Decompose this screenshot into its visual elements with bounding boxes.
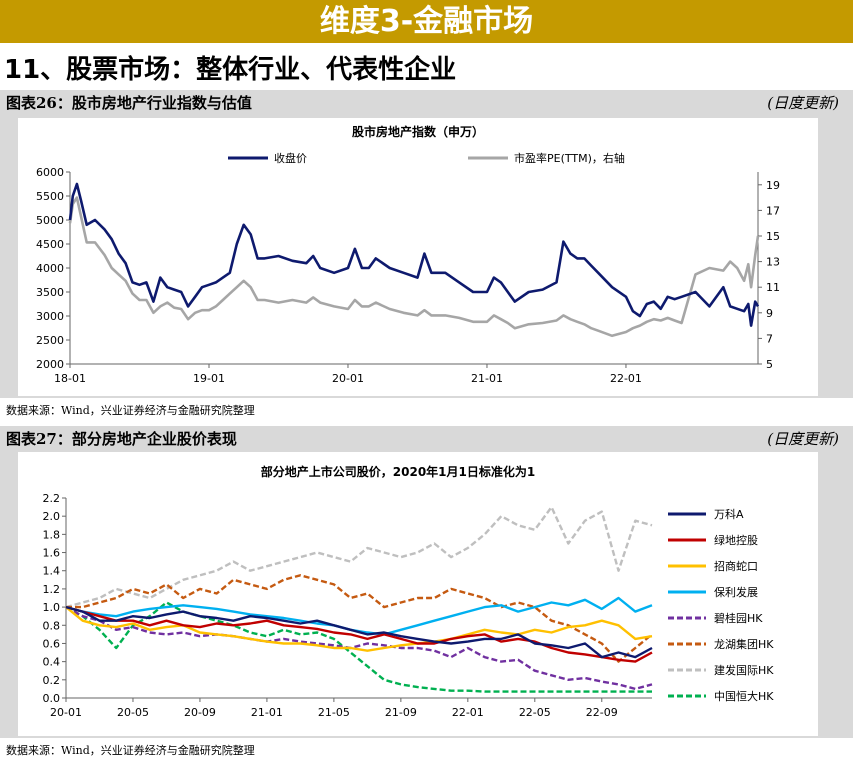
- chart1-legend-label: 市盈率PE(TTM)，右轴: [514, 151, 625, 165]
- section-title: 11、股票市场：整体行业、代表性企业: [4, 55, 457, 85]
- chart1-right-tick-label: 7: [766, 332, 773, 345]
- fig27-caption: 图表27：部分房地产企业股价表现: [6, 430, 237, 448]
- chart1-series-close: [68, 182, 760, 327]
- fig27-frequency: (日度更新): [767, 430, 839, 448]
- chart2-x-tick-label: 22-09: [586, 706, 618, 719]
- chart1-title: 股市房地产指数（申万）: [352, 124, 484, 139]
- chart2-y-tick-label: 1.4: [43, 565, 61, 578]
- chart2-x-tick-label: 20-09: [184, 706, 216, 719]
- chart1-left-tick-label: 6000: [36, 166, 64, 179]
- chart2-legend-label: 绿地控股: [714, 533, 758, 547]
- chart2-y-tick-label: 2.2: [43, 492, 61, 505]
- chart2-x-tick-label: 22-01: [452, 706, 484, 719]
- chart1-series-pe: [68, 196, 760, 338]
- chart1-legend-label: 收盘价: [274, 151, 307, 165]
- chart1-right-tick-label: 11: [766, 281, 780, 294]
- chart2: 部分地产上市公司股价，2020年1月1日标准化为1 0.0 0.2 0.4 0.6 0.8…: [43, 464, 775, 719]
- chart2-series-4: [65, 606, 653, 691]
- fig26-caption: 图表26：股市房地产行业指数与估值: [6, 94, 252, 112]
- fig27-header: 图表27：部分房地产企业股价表现 (日度更新): [0, 426, 853, 450]
- chart1-left-tick-label: 4000: [36, 262, 64, 275]
- chart1-left-tick-label: 5500: [36, 190, 64, 203]
- chart2-series-2: [65, 606, 653, 652]
- chart1-left-tick-label: 2000: [36, 358, 64, 371]
- chart1-left-tick-label: 4500: [36, 238, 64, 251]
- chart1-left-tick-label: 3000: [36, 310, 64, 323]
- chart1-left-tick-label: 3500: [36, 286, 64, 299]
- banner: 维度3-金融市场: [0, 0, 853, 43]
- fig26-frequency: (日度更新): [767, 94, 839, 112]
- chart1-right-tick-label: 15: [766, 230, 780, 243]
- chart1-right-tick-label: 9: [766, 307, 773, 320]
- chart1-right-tick-label: 19: [766, 179, 780, 192]
- chart2-x-tick-label: 21-05: [318, 706, 350, 719]
- chart2-y-tick-label: 2.0: [43, 510, 61, 523]
- chart2-series-1: [65, 605, 653, 663]
- chart2-x-tick-label: 21-01: [251, 706, 283, 719]
- chart2-x-tick-label: 20-01: [50, 706, 82, 719]
- chart2-y-tick-label: 0.0: [43, 692, 61, 705]
- chart2-y-tick-label: 0.8: [43, 619, 61, 632]
- chart2-y-tick-label: 1.8: [43, 528, 61, 541]
- chart1-x-tick-label: 22-01: [610, 372, 642, 385]
- chart2-x-tick-label: 21-09: [385, 706, 417, 719]
- chart1-x-tick-label: 18-01: [54, 372, 86, 385]
- chart2-x-tick-label: 22-05: [519, 706, 551, 719]
- chart1-x-tick-label: 21-01: [471, 372, 503, 385]
- chart2-y-tick-label: 0.2: [43, 674, 61, 687]
- chart2-y-tick-label: 1.2: [43, 583, 61, 596]
- chart2-legend-label: 中国恒大HK: [714, 689, 774, 703]
- chart1-right-tick-label: 17: [766, 204, 780, 217]
- chart2-legend-label: 建发国际HK: [714, 663, 774, 677]
- chart2-y-tick-label: 0.6: [43, 637, 61, 650]
- chart1-left-tick-label: 2500: [36, 334, 64, 347]
- chart2-y-tick-label: 1.0: [43, 601, 61, 614]
- chart2-legend-label: 保利发展: [714, 585, 758, 599]
- chart2-series-6: [65, 505, 653, 609]
- chart2-series-7: [65, 601, 652, 693]
- chart1-right-tick-label: 13: [766, 256, 780, 269]
- chart1-x-tick-label: 19-01: [193, 372, 225, 385]
- fig27-source: 数据来源：Wind，兴业证券经济与金融研究院整理: [6, 744, 255, 757]
- chart2-series-5: [66, 574, 653, 663]
- chart2-legend-label: 龙湖集团HK: [714, 637, 774, 651]
- chart2-legend-label: 万科A: [714, 507, 744, 521]
- fig27-chart-box: 部分地产上市公司股价，2020年1月1日标准化为1 0.0 0.2 0.4 0.6 0.8…: [18, 452, 818, 736]
- chart1-x-tick-label: 20-01: [332, 372, 364, 385]
- chart1-right-tick-label: 5: [766, 358, 773, 371]
- chart2-title: 部分地产上市公司股价，2020年1月1日标准化为1: [261, 464, 535, 479]
- chart1: 股市房地产指数（申万） 2000 2500 3000 3500 4000 4500 5000 5…: [36, 124, 780, 385]
- fig26-header: 图表26：股市房地产行业指数与估值 (日度更新): [0, 90, 853, 114]
- chart1-left-tick-label: 5000: [36, 214, 64, 227]
- chart2-x-tick-label: 20-05: [117, 706, 149, 719]
- chart2-legend-label: 招商蛇口: [714, 559, 758, 573]
- chart2-y-tick-label: 1.6: [43, 547, 61, 560]
- fig26-chart-box: 股市房地产指数（申万） 2000 2500 3000 3500 4000 4500 5000 5…: [18, 118, 818, 396]
- chart2-y-tick-label: 0.4: [43, 656, 61, 669]
- chart2-series-0: [65, 605, 653, 659]
- fig26-source: 数据来源：Wind，兴业证券经济与金融研究院整理: [6, 404, 255, 417]
- chart2-legend-label: 碧桂园HK: [714, 611, 763, 625]
